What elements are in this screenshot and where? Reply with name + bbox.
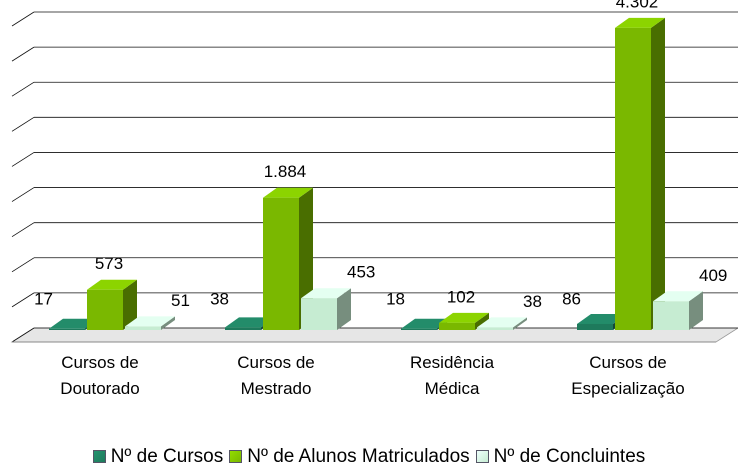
bar-top: [87, 279, 137, 290]
chart: 17 573 51 38 1.884 453 18 102 38 86 4.302 409: [10, 0, 738, 343]
bar-top: [401, 318, 451, 329]
legend-swatch: [475, 450, 489, 463]
bar-side: [475, 312, 489, 330]
bar-side: [161, 316, 175, 330]
data-label: 38: [210, 289, 229, 308]
bar: [439, 322, 475, 330]
bar-3d: [125, 316, 175, 330]
bar-3d: [439, 312, 489, 330]
bar: [125, 326, 161, 330]
data-label: 51: [171, 291, 190, 310]
legend-swatch: [229, 450, 243, 463]
bar-top: [439, 312, 489, 323]
legend-swatch: [92, 450, 106, 463]
legend-label: Nº de Concluintes: [493, 446, 646, 467]
data-label: 17: [34, 289, 53, 308]
legend-item: Nº de Cursos: [92, 446, 224, 468]
bar-side: [123, 279, 137, 330]
bar-3d: [477, 317, 527, 330]
bar-top: [225, 317, 275, 328]
bar-top: [49, 318, 99, 329]
bar: [477, 327, 513, 330]
bar-3d: [301, 288, 351, 330]
legend-label: Nº de Alunos Matriculados: [247, 446, 470, 467]
legend: Nº de Cursos Nº de Alunos Matriculados Nº …: [0, 446, 738, 468]
bar-top: [125, 316, 175, 327]
data-label: 18: [386, 289, 405, 308]
grid-line-side: [11, 257, 35, 273]
data-label: 102: [447, 287, 475, 306]
bar-3d: [87, 279, 137, 330]
grid-line-side: [11, 116, 35, 132]
bar-top: [477, 317, 527, 328]
grid-line-side: [11, 292, 35, 308]
bar-top: [615, 17, 665, 28]
bar-top: [301, 288, 351, 299]
grid-line-side: [11, 327, 35, 343]
bar-top: [263, 187, 313, 198]
legend-label: Nº de Cursos: [110, 446, 224, 467]
grid-line-side: [11, 46, 35, 62]
data-label: 86: [562, 289, 581, 308]
floor: [10, 327, 738, 343]
grid-line-side: [11, 11, 35, 27]
grid-line-side: [11, 222, 35, 238]
bar-3d: [615, 17, 665, 331]
bar-top: [653, 291, 703, 302]
grid-line-side: [11, 187, 35, 202]
x-tick-label: Cursos de Mestrado: [237, 353, 315, 398]
data-label: 409: [699, 266, 727, 285]
bar: [577, 323, 613, 330]
data-label: 38: [523, 292, 542, 311]
bar: [263, 197, 299, 330]
legend-item: Nº de Alunos Matriculados: [229, 446, 470, 468]
x-tick-label: Cursos de Especialização: [571, 353, 685, 398]
bar: [225, 327, 261, 330]
data-label: 573: [95, 254, 123, 273]
data-label: 453: [347, 263, 375, 282]
bar-3d: [653, 291, 703, 330]
bar: [87, 289, 123, 330]
legend-item: Nº de Concluintes: [475, 446, 646, 468]
bar: [49, 328, 85, 330]
bar: [301, 298, 337, 330]
bar-side: [513, 317, 527, 330]
grid-line-side: [11, 152, 35, 167]
data-label: 1.884: [264, 162, 307, 181]
bar-side: [337, 288, 351, 330]
grid-line-side: [11, 81, 35, 97]
x-tick-label: Cursos de Doutorado: [60, 353, 140, 398]
bar-side: [689, 291, 703, 330]
bar-top: [577, 313, 627, 324]
bar: [653, 301, 689, 330]
bar: [615, 27, 651, 331]
bar: [401, 328, 437, 330]
bar-side: [651, 17, 665, 331]
x-tick-label: Residência Médica: [409, 353, 495, 398]
data-label: 4.302: [616, 0, 659, 11]
